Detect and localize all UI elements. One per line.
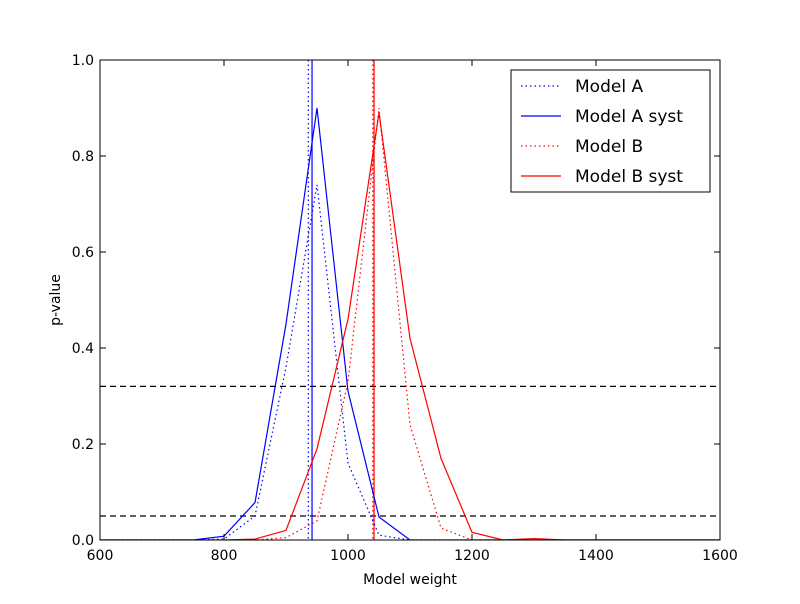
- y-tick-label: 0.0: [72, 533, 94, 549]
- legend-label: Model A syst: [575, 107, 683, 127]
- x-tick-label: 1000: [330, 548, 366, 564]
- y-tick-label: 0.8: [72, 149, 94, 165]
- series-line-model-a-syst: [100, 107, 720, 540]
- x-tick-label: 1200: [454, 548, 490, 564]
- series-line-model-b-syst: [100, 112, 720, 540]
- plot-area: [100, 60, 720, 540]
- y-tick-label: 0.6: [72, 245, 94, 261]
- legend: Model A Model A syst Model B Model B syst: [510, 69, 711, 193]
- y-tick-label: 0.2: [72, 437, 94, 453]
- x-tick-label: 1400: [578, 548, 614, 564]
- x-axis-label: Model weight: [363, 572, 457, 588]
- y-tick-label: 0.4: [72, 341, 94, 357]
- legend-label: Model A: [575, 77, 643, 97]
- plot-layer: [100, 60, 720, 540]
- legend-box: [510, 69, 711, 193]
- x-tick-label: 800: [211, 548, 238, 564]
- legend-label: Model B: [575, 137, 643, 157]
- y-tick-label: 1.0: [72, 53, 94, 69]
- y-axis-label: p-value: [48, 274, 64, 326]
- axes-frame: [99, 59, 721, 541]
- legend-label: Model B syst: [575, 167, 683, 187]
- x-tick-label: 1600: [702, 548, 738, 564]
- axes-layer: 600 800 1000 1200 1400 1600 0.0 0.2 0.4 0.6 0.8 1.0: [72, 53, 738, 564]
- x-tick-label: 600: [87, 548, 114, 564]
